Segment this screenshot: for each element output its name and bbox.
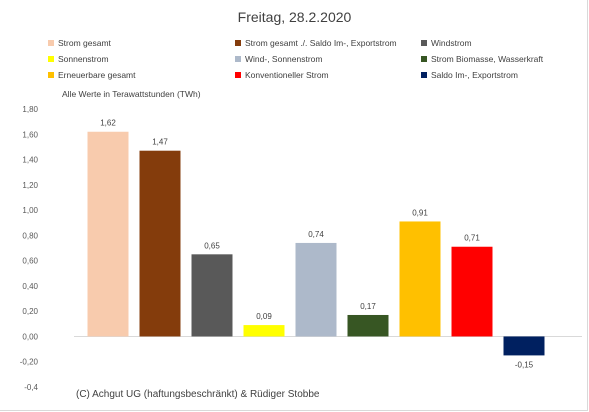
bar	[243, 325, 285, 337]
y-tick-label: 1,60	[22, 130, 38, 139]
legend-item: Wind-, Sonnenstrom	[235, 53, 322, 65]
legend-label: Saldo Im-, Exportstrom	[431, 70, 518, 80]
legend-swatch	[235, 55, 241, 62]
legend-label: Wind-, Sonnenstrom	[245, 54, 323, 64]
chart-title: Freitag, 28.2.2020	[237, 9, 352, 25]
y-tick-label: 0,40	[22, 282, 38, 291]
legend-label: Sonnenstrom	[58, 54, 109, 64]
y-tick-label: 1,40	[22, 156, 38, 165]
legend-item: Strom gesamt	[48, 37, 111, 49]
y-tick-label: 1,20	[22, 181, 38, 190]
legend-label: Erneuerbare gesamt	[58, 70, 136, 80]
copyright-footer: (C) Achgut UG (haftungsbeschränkt) & Rüd…	[76, 389, 320, 400]
legend-swatch	[235, 71, 241, 78]
data-label: 0,09	[256, 312, 272, 321]
y-tick-label: 1,80	[22, 105, 38, 114]
legend-label: Konventioneller Strom	[245, 70, 329, 80]
legend-swatch	[48, 55, 54, 62]
y-tick-label: 1,00	[22, 206, 38, 215]
legend-item: Strom Biomasse, Wasserkraft	[421, 53, 543, 65]
bar	[503, 336, 545, 356]
unit-note: Alle Werte in Terawattstunden (TWh)	[62, 89, 201, 99]
data-label: -0,15	[515, 360, 534, 369]
data-label: 0,17	[360, 302, 376, 311]
data-label: 0,74	[308, 230, 324, 239]
data-label: 0,91	[412, 208, 428, 217]
legend-swatch	[421, 55, 427, 62]
bar	[347, 314, 389, 337]
legend-item: Sonnenstrom	[48, 53, 109, 65]
legend-item: Strom gesamt ./. Saldo Im-, Exportstrom	[235, 37, 397, 49]
y-tick-label: -0,20	[20, 358, 39, 367]
bar	[295, 242, 337, 337]
legend-swatch	[48, 39, 54, 46]
bar	[399, 221, 441, 337]
bar	[191, 254, 233, 337]
legend-item: Windstrom	[421, 37, 472, 49]
legend-label: Strom gesamt ./. Saldo Im-, Exportstrom	[245, 38, 397, 48]
legend-item: Konventioneller Strom	[235, 69, 329, 81]
legend-item: Saldo Im-, Exportstrom	[421, 69, 518, 81]
data-label: 1,62	[100, 119, 116, 128]
legend-swatch	[48, 71, 54, 78]
legend-label: Strom gesamt	[58, 38, 111, 48]
bar	[451, 246, 493, 337]
legend-swatch	[421, 39, 427, 46]
bar	[87, 131, 129, 337]
data-label: 1,47	[152, 138, 168, 147]
data-label: 0,71	[464, 234, 480, 243]
legend-swatch	[235, 39, 241, 46]
legend-label: Windstrom	[431, 38, 472, 48]
y-tick-label: 0,20	[22, 307, 38, 316]
y-tick-label: -0,4	[24, 383, 38, 392]
data-label: 0,65	[204, 241, 220, 250]
y-tick-label: 0,80	[22, 231, 38, 240]
y-tick-label: 0,60	[22, 257, 38, 266]
legend-swatch	[421, 71, 427, 78]
legend-item: Erneuerbare gesamt	[48, 69, 136, 81]
y-tick-label: 0,00	[22, 332, 38, 341]
legend-label: Strom Biomasse, Wasserkraft	[431, 54, 544, 64]
bar	[139, 150, 181, 337]
